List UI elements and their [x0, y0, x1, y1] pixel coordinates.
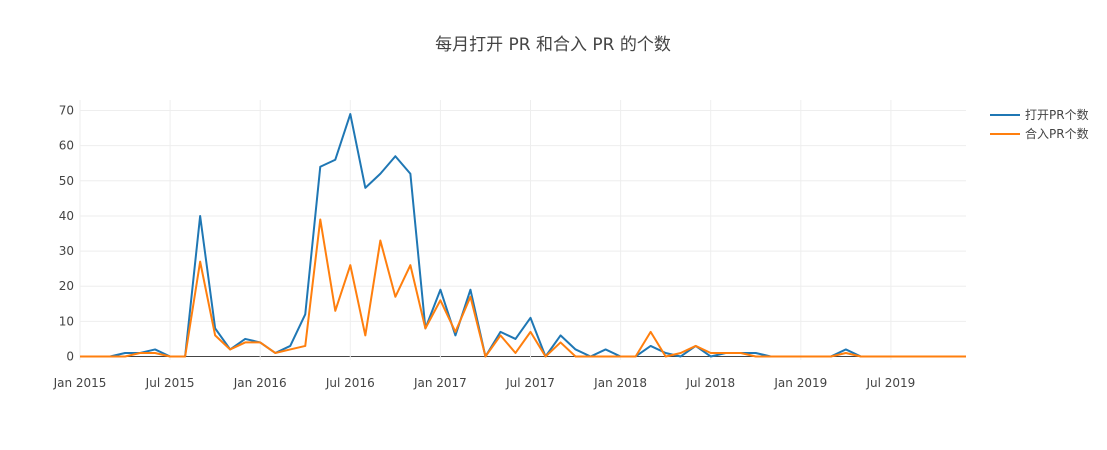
- x-tick-label: Jan 2019: [773, 376, 827, 390]
- y-tick-label: 40: [59, 209, 74, 223]
- legend-item-1[interactable]: 合入PR个数: [990, 126, 1089, 141]
- x-tick-label: Jul 2017: [505, 376, 555, 390]
- y-tick-label: 30: [59, 244, 74, 258]
- x-tick-label: Jul 2019: [865, 376, 915, 390]
- chart-title: 每月打开 PR 和合入 PR 的个数: [435, 35, 671, 55]
- y-tick-label: 70: [59, 104, 74, 118]
- series-line-1[interactable]: [80, 218, 966, 358]
- x-tick-label: Jul 2016: [325, 376, 375, 390]
- y-tick-label: 20: [59, 279, 74, 293]
- y-tick-label: 50: [59, 174, 74, 188]
- y-tick-label: 0: [66, 349, 74, 363]
- y-axis: 0 10 20 30 40 50 60 70: [59, 104, 74, 364]
- x-tick-label: Jan 2015: [53, 376, 107, 390]
- legend-item-0[interactable]: 打开PR个数: [990, 107, 1089, 122]
- series-lines: [80, 113, 966, 358]
- x-tick-label: Jan 2016: [233, 376, 287, 390]
- y-tick-label: 10: [59, 314, 74, 328]
- legend-label: 合入PR个数: [1025, 126, 1089, 141]
- x-axis: Jan 2015 Jul 2015 Jan 2016 Jul 2016 Jan 2017…: [53, 376, 916, 390]
- x-tick-label: Jul 2015: [145, 376, 195, 390]
- grid-lines: [79, 100, 966, 360]
- x-tick-label: Jul 2018: [685, 376, 735, 390]
- x-tick-label: Jan 2017: [413, 376, 467, 390]
- x-tick-label: Jan 2018: [593, 376, 647, 390]
- y-tick-label: 60: [59, 139, 74, 153]
- legend-label: 打开PR个数: [1025, 107, 1089, 122]
